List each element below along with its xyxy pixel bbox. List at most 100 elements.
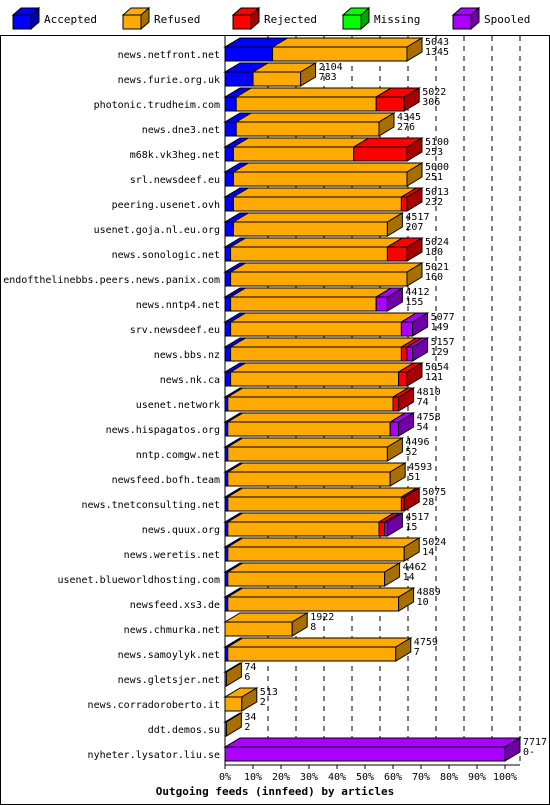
- legend-swatch-missing: [342, 7, 370, 31]
- data-label-spooled: 10: [417, 597, 429, 608]
- data-label-total: 5024: [425, 237, 449, 248]
- bar-segment-side-refused: [406, 37, 423, 62]
- data-label-total: 4759: [414, 637, 438, 648]
- bar-segment-refused: [227, 446, 388, 462]
- data-label-spooled: 180: [425, 247, 443, 258]
- legend-label-rejected: Rejected: [264, 13, 317, 26]
- data-label-total: 5013: [425, 187, 449, 198]
- bar-segment-spooled: [224, 746, 506, 762]
- data-label-spooled: 28: [422, 497, 434, 508]
- bar-segment-top-refused: [225, 462, 408, 473]
- bar-segment-accepted: [224, 371, 232, 387]
- data-label-total: 4517: [405, 512, 429, 523]
- bar-segment-side-refused: [406, 162, 423, 187]
- data-label-total: 5022: [422, 87, 446, 98]
- category-label: news.dne3.net: [142, 125, 220, 136]
- bar-segment-accepted: [224, 196, 234, 212]
- bar-row-ddt-demos-su: ddt.demos.su 342: [148, 712, 256, 737]
- bar-segment-refused: [224, 696, 243, 712]
- category-label: nyheter.lysator.liu.se: [88, 750, 220, 761]
- data-label-spooled: 160: [425, 272, 443, 283]
- category-label: news.gletsjer.net: [118, 675, 220, 686]
- data-label-total: 5000: [425, 162, 449, 173]
- bar-segment-refused: [227, 646, 397, 662]
- bar-segment-side-rejected: [406, 187, 423, 212]
- data-label-spooled: 2: [260, 697, 266, 708]
- bar-segment-refused: [230, 246, 388, 262]
- bar-segment-side-refused: [386, 437, 403, 462]
- bar-segment-side-rejected: [406, 237, 423, 262]
- data-label-total: 5157: [431, 337, 455, 348]
- x-tick-label: 40%: [328, 772, 346, 783]
- bar-segment-accepted: [224, 346, 232, 362]
- data-label-spooled: 7: [414, 647, 420, 658]
- legend-label-refused: Refused: [154, 13, 201, 26]
- bar-segment-refused: [227, 521, 380, 537]
- data-label-spooled: 253: [425, 147, 443, 158]
- bar-segment-refused: [227, 596, 400, 612]
- bar-segment-side-refused: [403, 537, 420, 562]
- data-label-total: 5054: [425, 362, 449, 373]
- bar-segment-refused: [232, 196, 402, 212]
- data-label-total: 4889: [417, 587, 441, 598]
- bar-row-news-gletsjer-net: news.gletsjer.net 746: [118, 662, 256, 687]
- category-label: news.bbs.nz: [154, 350, 220, 361]
- legend: Accepted Refused Rejected Missing Spooled: [0, 0, 550, 36]
- category-label: usenet.blueworldhosting.com: [57, 575, 220, 586]
- legend-swatch-spooled: [452, 7, 480, 31]
- bar-segment-refused: [235, 121, 380, 137]
- bar-segment-rejected: [353, 146, 408, 162]
- data-label-total: 5077: [431, 312, 455, 323]
- bar-segment-accepted: [224, 296, 232, 312]
- bar-segment-refused: [232, 221, 388, 237]
- bar-segment-top-refused: [228, 237, 405, 248]
- bar-segment-rejected: [375, 96, 405, 112]
- bar-segment-refused: [227, 546, 405, 562]
- bar-segment-accepted: [224, 96, 237, 112]
- bar-segment-side-spooled: [386, 287, 403, 312]
- bar-segment-refused: [227, 421, 391, 437]
- bar-segment-side-refused: [406, 262, 423, 287]
- bar-segment-spooled: [375, 296, 388, 312]
- bar-segment-top-refused: [225, 512, 396, 523]
- bar-segment-side-refused: [395, 637, 412, 662]
- data-label-total: 4593: [408, 462, 432, 473]
- category-label: ddt.demos.su: [148, 725, 220, 736]
- bar-segment-accepted: [224, 221, 234, 237]
- data-label-total: 513: [260, 687, 278, 698]
- bar-segment-refused: [224, 621, 293, 637]
- data-label-spooled: 14: [403, 572, 415, 583]
- bar-segment-refused: [232, 146, 355, 162]
- category-label: news.samoylyk.net: [118, 650, 220, 661]
- category-label: news.nk.ca: [160, 375, 220, 386]
- bar-segment-accepted: [224, 146, 234, 162]
- bar-segment-side-spooled: [412, 337, 429, 362]
- bar-segment-top-refused: [234, 87, 394, 98]
- data-label-spooled: 52: [405, 447, 417, 458]
- data-label-total: 1922: [310, 612, 334, 623]
- data-label-total: 4810: [417, 387, 441, 398]
- bar-segment-top-refused: [231, 212, 405, 223]
- x-tick-label: 60%: [384, 772, 402, 783]
- category-label: endofthelinebbs.peers.news.panix.com: [3, 275, 220, 286]
- x-tick-label: 70%: [412, 772, 430, 783]
- bar-segment-top-refused: [231, 187, 419, 198]
- data-label-total: 5021: [425, 262, 449, 273]
- bar-segment-refused: [230, 371, 400, 387]
- category-label: news.corradoroberto.it: [88, 700, 220, 711]
- category-label: news.sonologic.net: [112, 250, 220, 261]
- x-tick-label: 80%: [440, 772, 458, 783]
- bar-segment-rejected: [378, 521, 386, 537]
